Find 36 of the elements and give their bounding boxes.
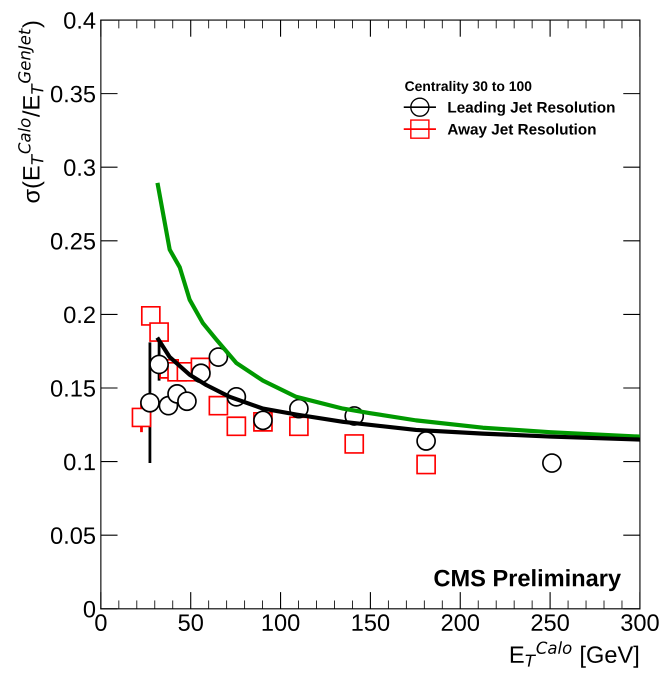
y-tick-label: 0.4 <box>64 12 96 29</box>
x-tick-label: 300 <box>621 614 659 631</box>
x-tick-label: 0 <box>95 614 107 631</box>
y-tick-label: 0 <box>84 600 96 618</box>
point <box>208 347 228 367</box>
legend-label: Away Jet Resolution <box>448 123 596 138</box>
y-tick-label: 0.3 <box>64 159 95 176</box>
point <box>149 322 169 342</box>
line-series <box>156 182 640 439</box>
y-tick-label: 0.2 <box>64 306 95 324</box>
y-tick-label: 0.35 <box>50 86 96 102</box>
x-tick-label: 150 <box>352 614 390 631</box>
point <box>208 396 228 416</box>
legend-title: Centrality 30 to 100 <box>405 80 532 94</box>
point <box>416 431 436 451</box>
point <box>140 392 160 413</box>
y-tick-label: 0.25 <box>50 232 96 250</box>
point <box>226 416 246 436</box>
y-tick-label: 0.15 <box>50 380 96 397</box>
y-tick-label: 0.1 <box>64 454 95 470</box>
point <box>177 391 197 412</box>
point <box>149 354 169 374</box>
point <box>542 453 562 473</box>
x-tick-label: 100 <box>262 614 300 631</box>
x-axis-title: E$_{T}$$^{Calo}$ [GeV] <box>510 641 638 668</box>
x-tick-label: 200 <box>442 614 480 631</box>
point <box>132 408 152 428</box>
x-tick-label: 50 <box>178 614 203 631</box>
point <box>344 434 364 454</box>
point <box>289 416 309 436</box>
legend-label: Leading Jet Resolution <box>448 101 614 116</box>
y-axis-title: σ(E$_{T}$$^{Calo}$/E$_{T}$$^{GenJet}$) <box>18 22 44 203</box>
x-tick-label: 250 <box>532 614 569 631</box>
y-tick-label: 0.05 <box>50 527 96 544</box>
point <box>416 454 436 474</box>
annotation: CMS Preliminary <box>434 569 621 592</box>
